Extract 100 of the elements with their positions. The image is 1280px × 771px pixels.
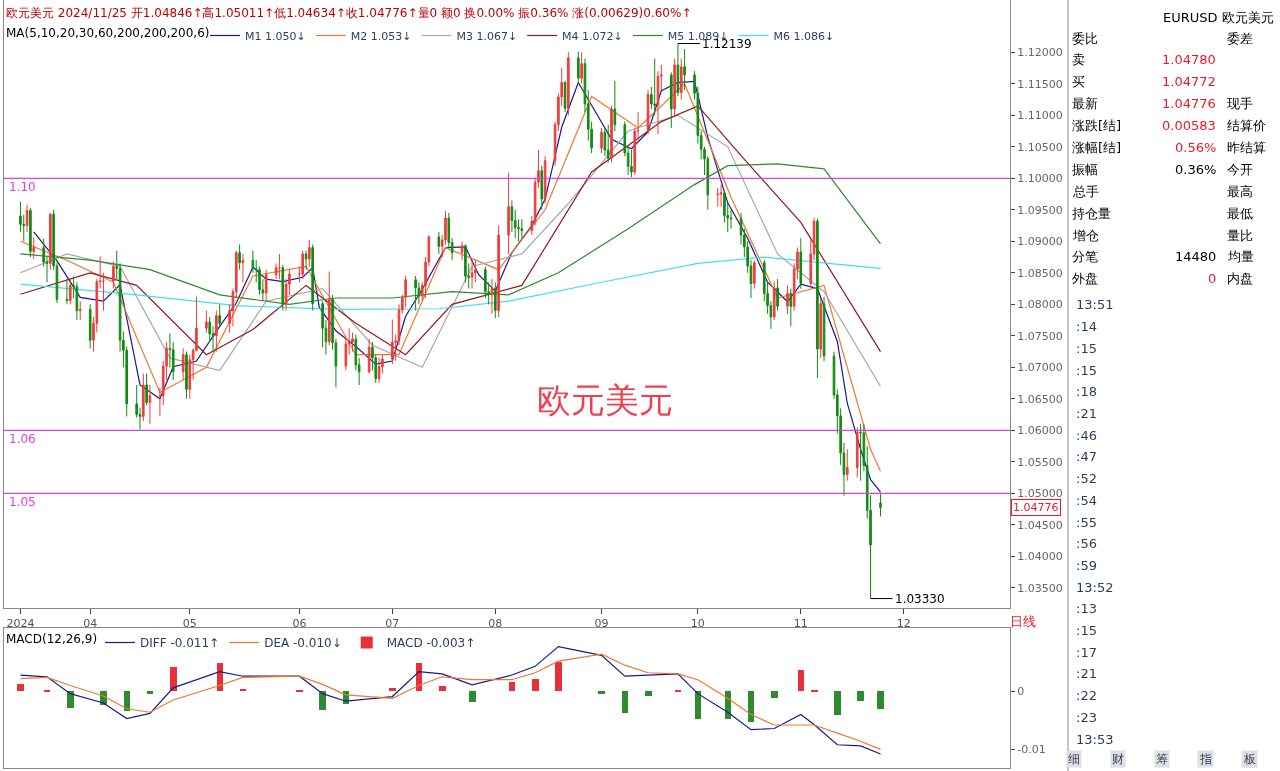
candlestick [879,492,882,517]
candlestick [29,207,32,258]
text: :22 [1076,688,1097,703]
candlestick [141,373,145,422]
text: 13:51 [1076,297,1114,312]
candlestick [679,58,683,101]
bar [644,691,652,696]
annotation: 日线 [1010,614,1036,629]
candlestick [683,48,686,91]
text: 1.04776 [1162,96,1216,111]
candlestick [822,296,826,362]
candlestick [610,105,613,164]
x-tick-label: 10 [690,617,705,631]
category-label: 振幅 [1072,162,1098,177]
candlestick [25,204,29,233]
text: 筹 [1156,752,1168,766]
text: :55 [1076,515,1097,530]
candlestick [367,338,371,375]
candlestick [786,284,789,315]
candlestick [819,297,823,359]
bar [531,679,539,691]
category-label: 增仓 [1072,228,1099,243]
candlestick [577,51,580,85]
bar [438,686,446,691]
text: :47 [1076,449,1097,464]
candlestick [789,288,793,327]
text: 0 [1208,271,1217,286]
candlestick [653,58,656,116]
text: :46 [1076,428,1097,443]
text: :23 [1076,710,1097,725]
y-tick-label: 1.09000 [1017,235,1063,249]
annotation: 1.03330 [895,592,945,606]
candlestick [308,239,311,268]
candlestick [507,172,510,255]
legend-label: M6 1.086↓ [773,29,835,43]
x-tick-label: 2024 [6,617,35,631]
candlestick [351,332,354,353]
text: 14480 [1175,249,1217,264]
category-label: 最新 [1072,96,1098,111]
candlestick [859,423,862,482]
x-tick-label: 09 [594,617,609,631]
text: :21 [1076,666,1097,681]
candlestick [241,253,245,283]
text: EURUSD 欧元美元 [1163,10,1274,25]
bar [797,670,804,691]
x-tick-label: 07 [385,617,400,631]
category-label: 最低 [1227,206,1253,221]
bar [123,691,130,711]
text: 0.36% [1175,162,1217,177]
y-tick-label: 1.04500 [1017,518,1063,532]
x-tick-label: 11 [793,617,808,631]
candlestick [75,281,79,321]
category-label: 委差 [1227,31,1253,46]
candlestick [148,384,152,425]
x-tick-label: 08 [488,617,503,631]
text: 13:52 [1076,580,1114,595]
category-label: 内盘 [1227,271,1253,286]
candlestick [493,281,497,319]
y-tick-label: 1.08500 [1017,266,1063,280]
text: :56 [1076,536,1097,551]
candlestick [470,259,474,290]
y-tick-label: 1.07500 [1017,329,1063,343]
text: :21 [1076,406,1097,421]
candlestick [264,269,268,302]
candlestick [218,303,221,327]
bar [833,691,841,715]
category-label: 外盘 [1072,271,1098,286]
ref-line-label: 1.06 [9,432,36,446]
candlestick [68,277,72,305]
candlestick [311,243,314,312]
candlestick [205,310,208,334]
candlestick [630,149,633,178]
bar [508,682,515,691]
bar [554,662,562,691]
candlestick [185,351,188,400]
candlestick [606,124,610,164]
candlestick [543,155,547,205]
text: MA(5,10,20,30,60,200,200,200,6) [6,26,210,40]
bar [66,691,74,708]
candlestick [145,373,148,406]
y-tick-label: -0.01 [1017,743,1046,757]
category-label: 买 [1072,74,1085,89]
candlestick [281,264,285,312]
candlestick [676,43,680,97]
text: 欧元美元 2024/11/25 开1.04846↑高1.05011↑低1.04634↑收1.04776↑量0 额0 换0.00% 振0.36% 涨(0.00629)0.60%↑ [6,6,692,20]
text: :54 [1076,493,1097,508]
text: 1.04772 [1162,74,1216,89]
category-label: 最高 [1227,184,1253,199]
x-tick-label: 12 [896,617,911,631]
bar [694,691,701,719]
bar [876,691,884,709]
candlestick [816,218,819,379]
candlestick [437,231,441,255]
y-tick-label: 1.08000 [1017,298,1063,312]
candlestick [646,89,650,135]
legend-label: DEA -0.010↓ [264,636,342,651]
candlestick [520,218,524,239]
y-tick-label: 1.12000 [1017,46,1063,60]
ref-line-label: 1.10 [9,180,36,194]
candlestick [32,237,36,260]
